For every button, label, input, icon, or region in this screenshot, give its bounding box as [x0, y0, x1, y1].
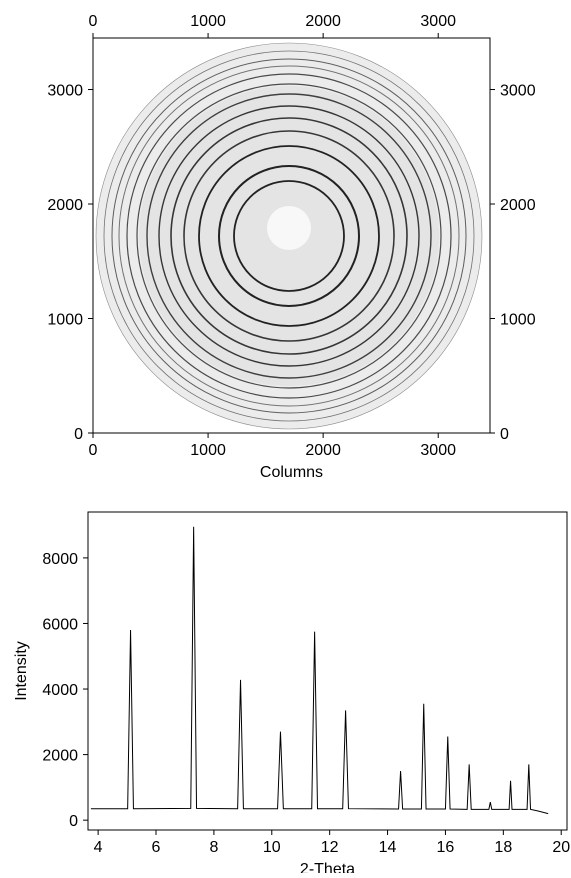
x-tick-label: 0 [89, 442, 98, 459]
x-tick-label: 1000 [190, 442, 226, 459]
ring [126, 73, 452, 399]
x-tick-label: 20 [552, 839, 570, 856]
x-tick-label: 2000 [305, 442, 341, 459]
ring [111, 58, 467, 414]
y-tick-label: 6000 [42, 616, 78, 633]
ring [198, 145, 380, 327]
x-tick-label: 18 [494, 839, 512, 856]
ring [95, 42, 483, 430]
x-tick-label-top: 3000 [420, 13, 456, 30]
y-tick-label: 0 [74, 426, 83, 443]
x-tick-label: 8 [209, 839, 218, 856]
x-axis-label: 2-Theta [300, 861, 355, 873]
y-tick-label: 0 [69, 813, 78, 830]
y-tick-label: 2000 [42, 748, 78, 765]
x-tick-label: 14 [379, 839, 397, 856]
x-tick-label-top: 1000 [190, 13, 226, 30]
detector-image [93, 38, 490, 433]
y-tick-label-right: 1000 [500, 312, 536, 329]
x-tick-label: 16 [437, 839, 455, 856]
x-tick-label: 12 [321, 839, 339, 856]
data-line [90, 526, 549, 815]
ring [146, 93, 432, 379]
y-tick-label: 4000 [42, 682, 78, 699]
x-tick-label-top: 0 [89, 13, 98, 30]
y-tick-label: 8000 [42, 551, 78, 568]
ring [233, 180, 345, 292]
x-tick-label: 6 [152, 839, 161, 856]
ring [170, 117, 408, 355]
y-tick-label-right: 0 [500, 426, 509, 443]
ring [158, 105, 420, 367]
ring [183, 130, 395, 342]
ring [103, 50, 475, 422]
beam-stop [267, 206, 311, 250]
ring [118, 65, 460, 407]
x-axis-label: Columns [260, 464, 323, 481]
plot-frame [87, 511, 568, 831]
plot-frame [92, 37, 491, 434]
y-tick-label: 2000 [47, 197, 83, 214]
y-tick-label-right: 3000 [500, 83, 536, 100]
x-tick-label: 3000 [420, 442, 456, 459]
x-tick-label-top: 2000 [305, 13, 341, 30]
ring [218, 165, 360, 307]
y-tick-label: 1000 [47, 312, 83, 329]
y-tick-label-right: 2000 [500, 197, 536, 214]
ring [136, 83, 442, 389]
x-tick-label: 4 [94, 839, 103, 856]
x-tick-label: 10 [263, 839, 281, 856]
y-axis-label: Intensity [13, 641, 30, 701]
y-tick-label: 3000 [47, 83, 83, 100]
